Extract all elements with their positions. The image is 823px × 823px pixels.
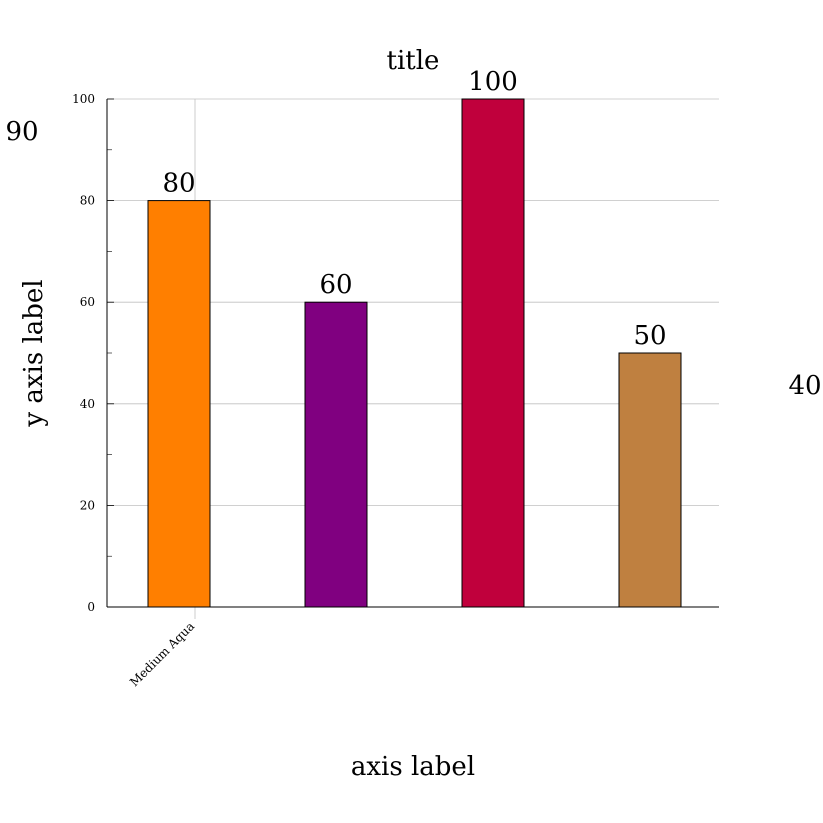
y-tick-label: 0 [87, 600, 95, 614]
bar-value-label: 60 [319, 270, 352, 300]
y-tick-label: 20 [80, 498, 95, 512]
annotation-right: 40 [788, 371, 821, 401]
x-tick-label: Medium Aqua [127, 619, 197, 689]
bar [304, 301, 368, 608]
bar-value-label: 80 [162, 169, 195, 199]
bar [147, 200, 211, 608]
y-axis-label: y axis label [19, 279, 49, 427]
annotation-left: 90 [5, 117, 38, 147]
value-labels: 80 60 100 50 [162, 67, 666, 351]
y-tick-label: 40 [80, 397, 95, 411]
y-tick-label: 60 [80, 295, 95, 309]
bar [461, 98, 525, 608]
chart-title: title [387, 46, 440, 76]
y-tick-label: 80 [80, 194, 95, 208]
bar [618, 352, 682, 608]
bars [147, 98, 682, 608]
x-axis-label: axis label [351, 752, 475, 782]
y-tick-label: 100 [72, 92, 95, 106]
bar-value-label: 100 [468, 67, 518, 97]
bar-value-label: 50 [633, 321, 666, 351]
